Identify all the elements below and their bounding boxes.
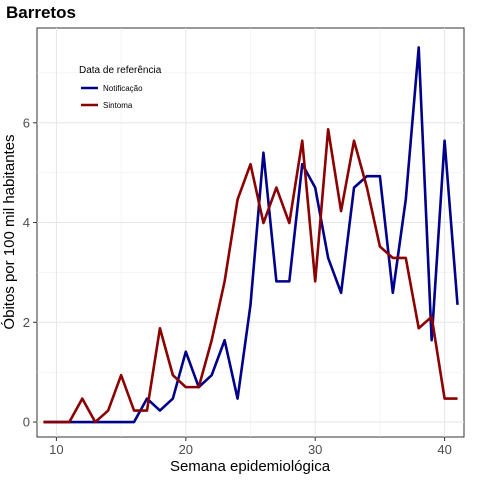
x-tick-label: 30 — [308, 442, 322, 457]
x-axis-ticks: 10 20 30 40 — [49, 437, 452, 457]
x-tick-label: 20 — [179, 442, 193, 457]
y-tick-label: 6 — [23, 115, 30, 130]
y-tick-label: 0 — [23, 415, 30, 430]
x-tick-label: 10 — [49, 442, 63, 457]
legend-label-sintoma: Sintoma — [103, 101, 133, 110]
x-tick-label: 40 — [437, 442, 451, 457]
series-line-sintoma — [43, 127, 458, 424]
grid-lines — [37, 28, 464, 437]
y-axis-title: Óbitos por 100 mil habitantes — [1, 134, 18, 329]
y-tick-label: 2 — [23, 315, 30, 330]
chart-title: Barretos — [6, 3, 76, 22]
y-axis-ticks: 0 2 4 6 — [23, 115, 37, 430]
legend: Data de referência Notificação Sintoma — [79, 65, 162, 110]
y-tick-label: 4 — [23, 215, 30, 230]
x-axis-title: Semana epidemiológica — [170, 458, 331, 475]
legend-title: Data de referência — [79, 65, 162, 76]
series-lines — [43, 46, 459, 424]
legend-label-notificacao: Notificação — [103, 84, 143, 93]
